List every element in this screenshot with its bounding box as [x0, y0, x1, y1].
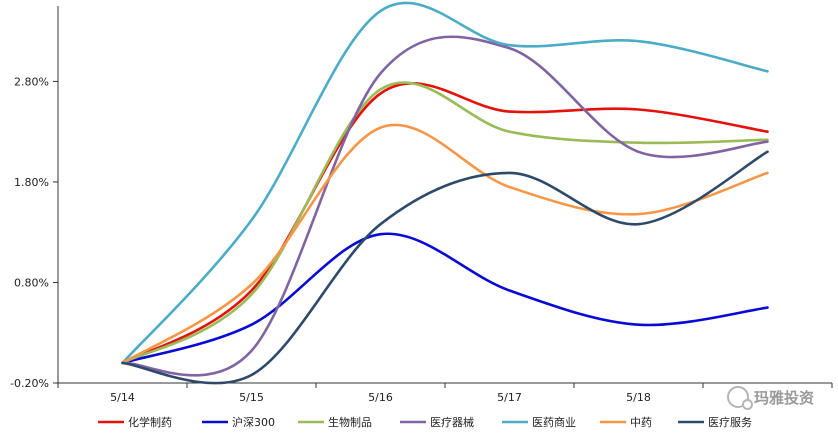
y-axis: -0.20% 0.80% 1.80% 2.80% — [10, 6, 59, 390]
series-line-沪深300 — [121, 232, 769, 365]
y-tick-label: 2.80% — [14, 75, 49, 88]
series-line-医疗服务 — [121, 150, 769, 385]
wechat-icon — [726, 386, 753, 410]
series-line-生物制品 — [121, 81, 769, 365]
watermark-text: 玛雅投资 — [753, 388, 814, 407]
legend-label: 医疗器械 — [430, 415, 474, 429]
y-tick-label: 1.80% — [14, 176, 49, 189]
series-lines — [121, 1, 769, 385]
legend-label: 沪深300 — [232, 415, 275, 429]
x-tick-label: 5/17 — [497, 391, 522, 404]
series-line-医疗器械 — [121, 35, 769, 377]
series-line-化学制药 — [121, 82, 769, 365]
legend-label: 生物制品 — [328, 415, 372, 429]
x-tick-label: 5/14 — [110, 391, 135, 404]
series-line-中药 — [121, 123, 769, 365]
legend: 化学制药 沪深300 生物制品 医疗器械 医药商业 中药 医疗服务 — [98, 415, 752, 429]
legend-label: 医药商业 — [532, 415, 576, 429]
x-tick-label: 5/16 — [368, 391, 393, 404]
watermark: 玛雅投资 — [726, 386, 814, 410]
legend-label: 医疗服务 — [708, 415, 752, 429]
y-tick-label: 0.80% — [14, 276, 49, 289]
legend-label: 化学制药 — [128, 415, 172, 429]
x-tick-label: 5/18 — [626, 391, 651, 404]
legend-label: 中药 — [630, 416, 652, 429]
x-axis: 5/14 5/15 5/16 5/17 5/18 — [57, 382, 833, 404]
series-line-医药商业 — [121, 1, 769, 365]
x-tick-label: 5/15 — [239, 391, 264, 404]
y-tick-label: -0.20% — [10, 377, 49, 390]
